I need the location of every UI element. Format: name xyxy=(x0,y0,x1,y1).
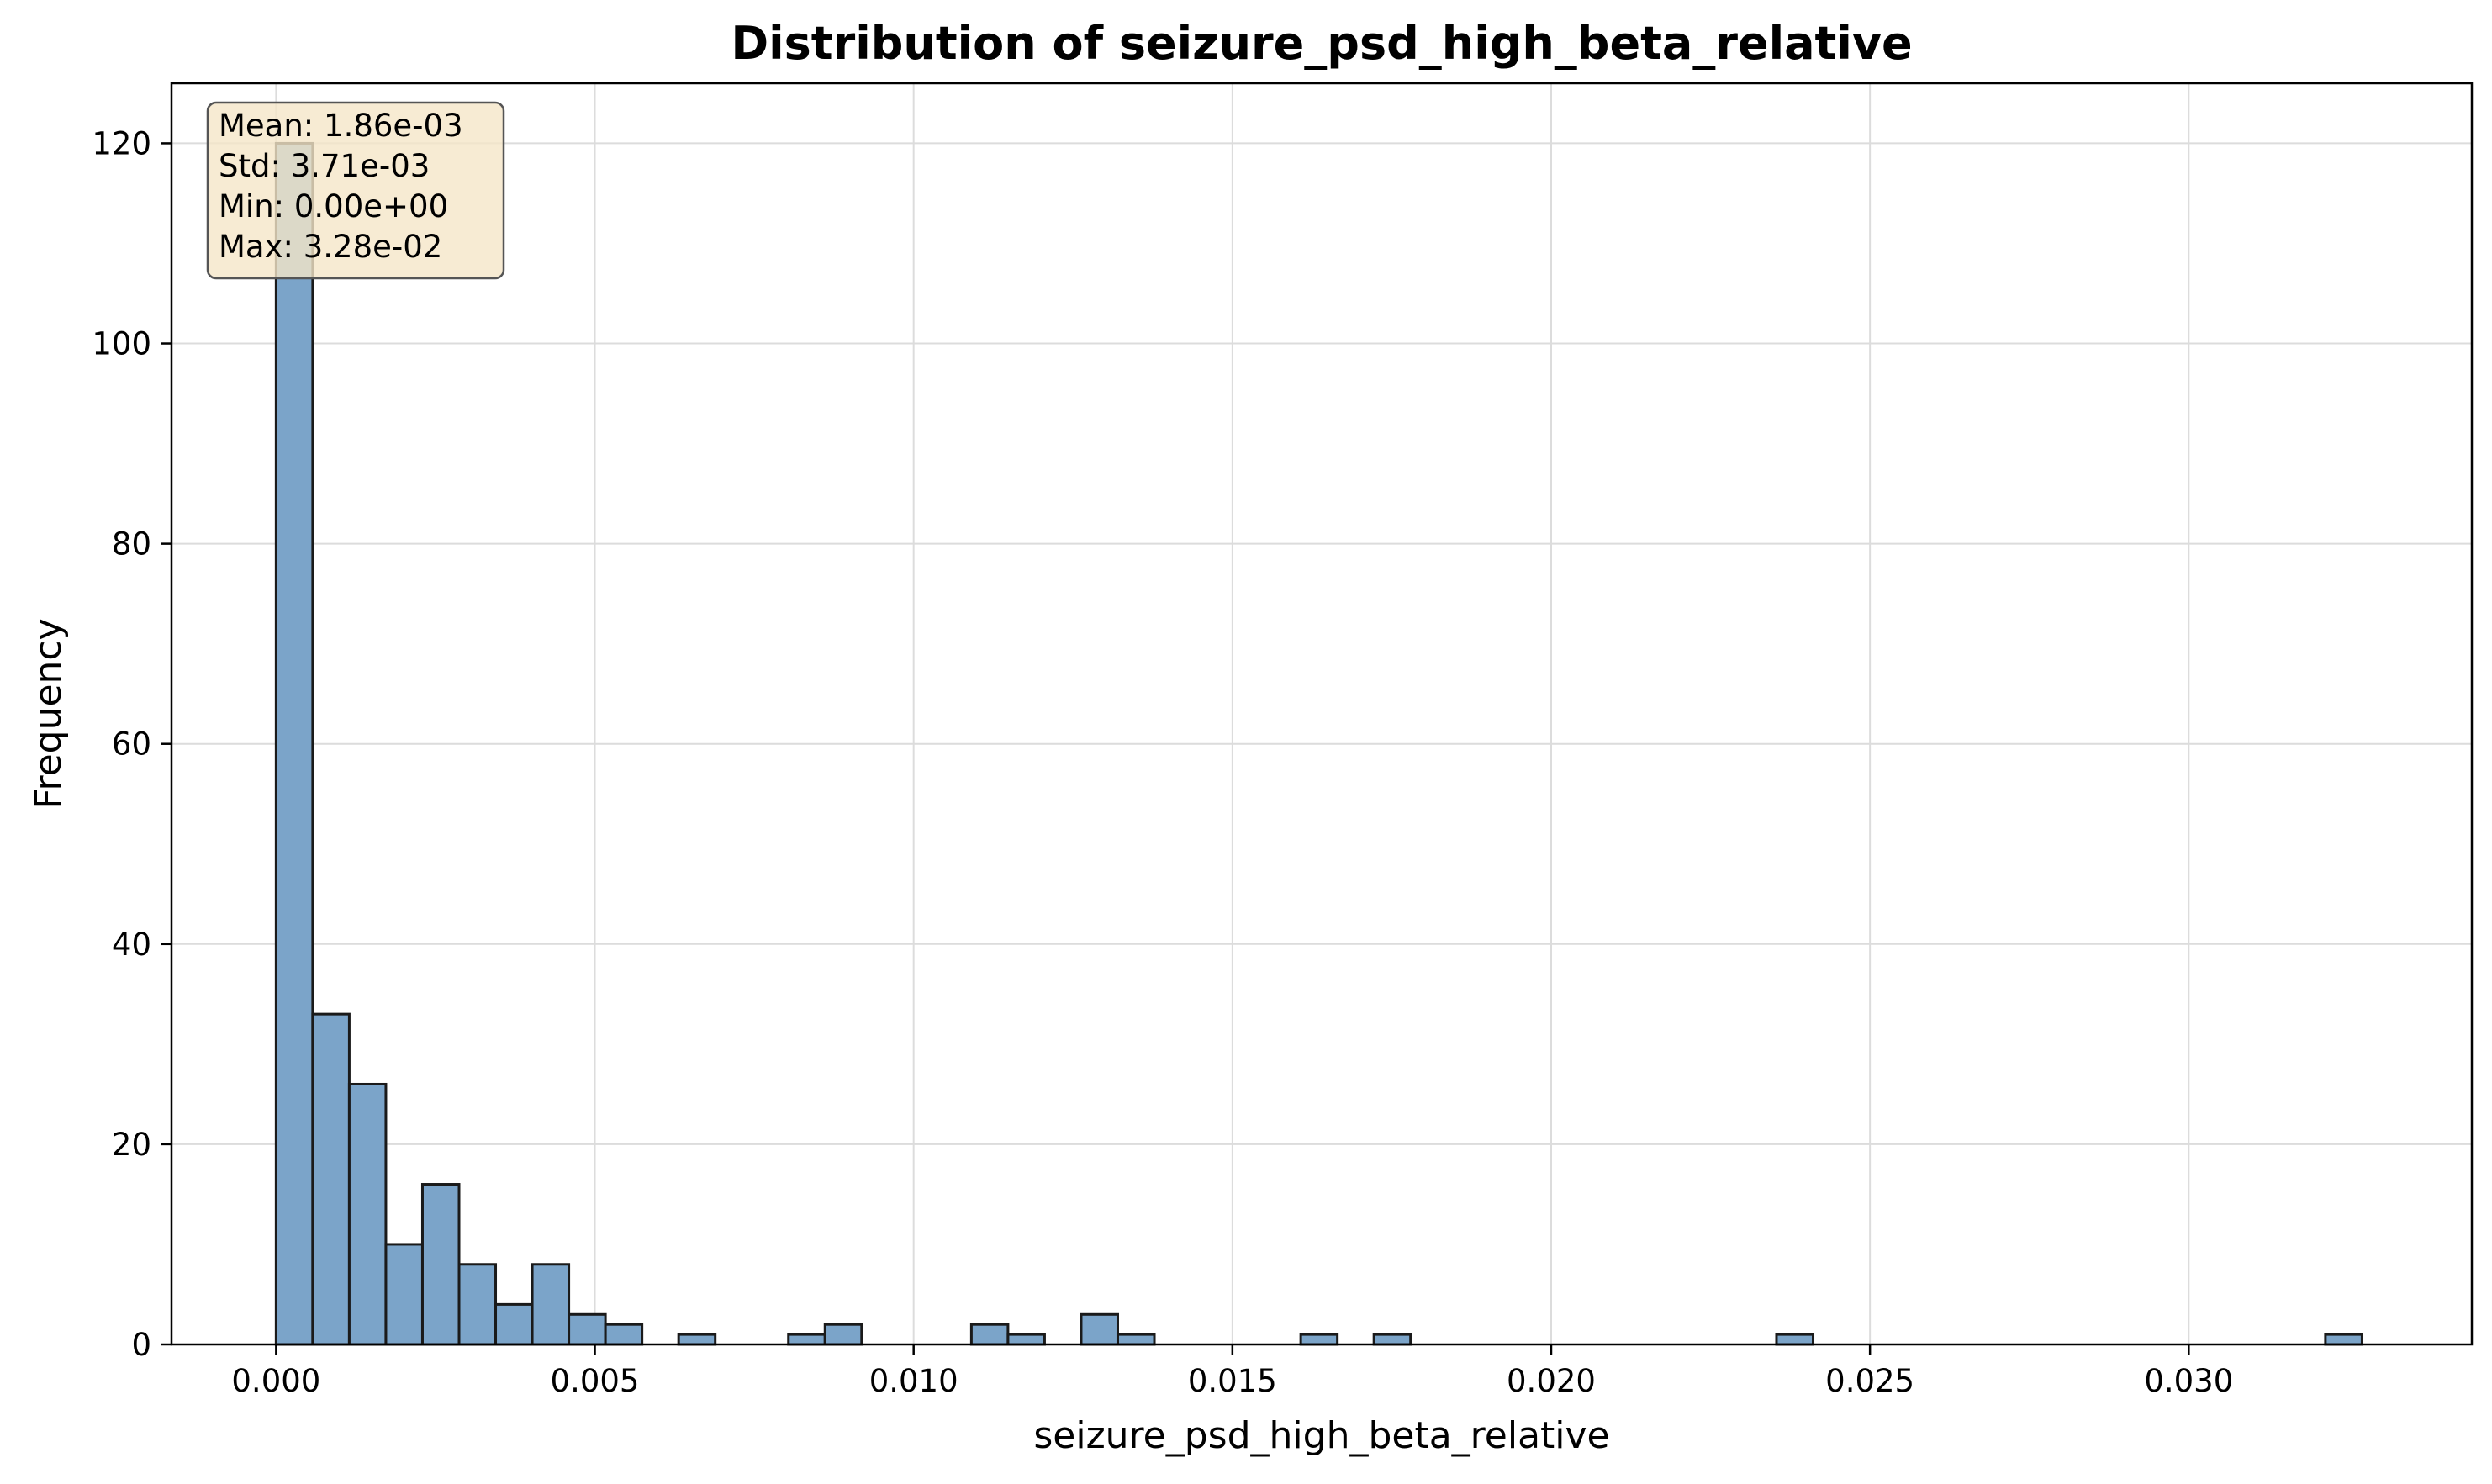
x-tick-label: 0.010 xyxy=(869,1363,958,1399)
stats-box: Mean: 1.86e-03 Std: 3.71e-03 Min: 0.00e+… xyxy=(206,101,505,280)
histogram-bar xyxy=(494,1302,534,1346)
x-tick-label: 0.020 xyxy=(1507,1363,1596,1399)
y-tick-label: 100 xyxy=(92,326,151,362)
histogram-bars xyxy=(274,141,2363,1346)
y-tick-label: 80 xyxy=(112,526,151,562)
histogram-bar xyxy=(568,1312,607,1346)
y-axis-label: Frequency xyxy=(27,618,70,809)
y-tick-label: 120 xyxy=(92,125,151,161)
histogram-bar xyxy=(1116,1333,1156,1346)
stats-std: Std: 3.71e-03 xyxy=(219,148,430,184)
histogram-bar xyxy=(384,1243,424,1346)
x-tick-label: 0.005 xyxy=(551,1363,640,1399)
histogram-bar xyxy=(604,1323,644,1346)
y-tick-label: 60 xyxy=(112,726,151,763)
y-tick-label: 40 xyxy=(112,927,151,963)
histogram-bar xyxy=(2324,1333,2363,1346)
histogram-bar xyxy=(1775,1333,1815,1346)
x-tick-label: 0.025 xyxy=(1825,1363,1914,1399)
histogram-bar xyxy=(1372,1333,1412,1346)
x-tick-label: 0.030 xyxy=(2144,1363,2233,1399)
histogram-bar xyxy=(311,1012,351,1346)
histogram-bar xyxy=(347,1082,388,1346)
histogram-bar xyxy=(969,1323,1010,1346)
histogram-bar xyxy=(457,1263,498,1346)
y-tick-label: 0 xyxy=(131,1327,151,1363)
plot-frame xyxy=(170,82,2474,1346)
stats-max: Max: 3.28e-02 xyxy=(219,229,442,265)
histogram-bar xyxy=(1080,1312,1119,1346)
chart-title: Distribution of seizure_psd_high_beta_re… xyxy=(731,17,1912,70)
histogram-bar xyxy=(531,1263,571,1346)
stats-min: Min: 0.00e+00 xyxy=(219,188,448,224)
axis-ticks: 0.000 0.005 0.010 0.015 0.020 0.025 0.030 0 20 40… xyxy=(92,125,2233,1399)
stats-box-background xyxy=(206,101,505,280)
stats-mean: Mean: 1.86e-03 xyxy=(219,108,463,144)
x-axis-label: seizure_psd_high_beta_relative xyxy=(1033,1414,1609,1457)
histogram-bar xyxy=(274,141,314,1346)
x-tick-label: 0.000 xyxy=(231,1363,320,1399)
histogram-bar xyxy=(1006,1333,1046,1346)
x-tick-label: 0.015 xyxy=(1188,1363,1277,1399)
histogram-bar xyxy=(420,1183,461,1346)
histogram-bar xyxy=(823,1323,863,1346)
histogram-bar xyxy=(1299,1333,1339,1346)
histogram-bar xyxy=(787,1333,826,1346)
y-tick-label: 20 xyxy=(112,1127,151,1163)
histogram-bar xyxy=(677,1333,717,1346)
